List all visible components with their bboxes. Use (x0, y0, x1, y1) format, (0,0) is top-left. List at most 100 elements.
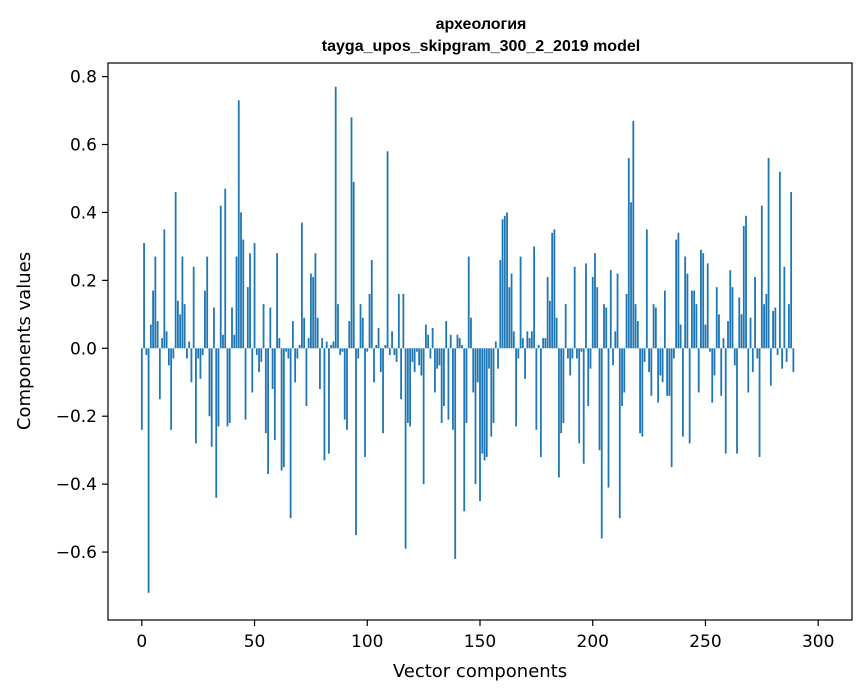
bar (461, 344, 463, 349)
bar (246, 287, 249, 349)
bar (386, 151, 389, 349)
bars-group (140, 86, 795, 593)
bar (632, 120, 635, 349)
bar (242, 239, 245, 349)
bar (778, 171, 781, 349)
bar (618, 348, 621, 519)
chart-title: археология (436, 16, 527, 33)
bar (749, 317, 752, 349)
y-tick-label: −0.4 (56, 475, 97, 495)
bar (634, 304, 637, 349)
bar (695, 304, 698, 349)
bar (321, 338, 324, 349)
bar (562, 348, 565, 424)
bar (350, 117, 353, 349)
bar (158, 348, 161, 400)
bar (551, 232, 554, 349)
bar (600, 348, 603, 539)
bar (431, 327, 434, 349)
bar (434, 348, 436, 393)
bar (607, 348, 610, 488)
bar (519, 256, 522, 349)
bar (377, 327, 380, 349)
bar (654, 307, 657, 349)
bar (571, 348, 574, 359)
bar (359, 304, 362, 349)
x-tick-label: 0 (136, 632, 147, 652)
bar (742, 226, 745, 349)
bar (388, 348, 391, 356)
bar (289, 348, 292, 519)
bar (260, 348, 263, 362)
bar (379, 348, 382, 373)
bar (663, 290, 666, 349)
bar (361, 317, 364, 349)
bar (569, 348, 572, 376)
bar (774, 307, 777, 349)
x-tick-label: 150 (464, 632, 496, 652)
bar (542, 338, 545, 349)
bar (149, 324, 152, 349)
bar (657, 348, 660, 403)
bar (454, 348, 457, 559)
bar (555, 317, 558, 349)
bar (682, 348, 684, 437)
bar (215, 348, 218, 498)
bar (298, 344, 301, 349)
bar (510, 273, 513, 349)
bar (582, 348, 585, 464)
bar (548, 300, 551, 349)
bar (276, 253, 278, 349)
bar (181, 256, 184, 349)
bar (497, 348, 499, 369)
bar (195, 348, 197, 444)
bar (330, 344, 333, 349)
bar (424, 324, 427, 349)
bar (310, 273, 312, 349)
bar (300, 222, 303, 349)
bar (765, 293, 768, 349)
bar (312, 276, 315, 349)
y-tick-label: 0.8 (70, 68, 97, 88)
bar (585, 263, 587, 349)
bar (652, 304, 655, 349)
bar (463, 348, 466, 512)
bar (341, 348, 344, 352)
bar (452, 348, 454, 430)
bar (636, 321, 639, 349)
bar (648, 348, 650, 373)
bar (413, 348, 416, 373)
bar (776, 348, 779, 356)
bar (429, 348, 432, 359)
bar (558, 348, 560, 478)
bar (506, 212, 508, 349)
bar (231, 307, 233, 349)
bar (282, 348, 285, 468)
bar (375, 344, 378, 349)
y-tick-label: 0.4 (70, 203, 97, 223)
bar (713, 348, 716, 376)
bar (609, 270, 612, 349)
bar (546, 276, 549, 349)
bar (512, 331, 515, 349)
bar (616, 273, 619, 349)
bar (291, 321, 294, 349)
bar (553, 229, 556, 349)
bar (738, 297, 741, 349)
bar (747, 348, 750, 393)
bar (319, 348, 321, 390)
bar (706, 263, 709, 349)
bar (533, 246, 536, 349)
bar (140, 348, 143, 430)
bar (445, 321, 448, 349)
y-tick-label: 0.2 (70, 271, 97, 291)
bar (781, 348, 784, 369)
bar (409, 348, 412, 427)
bar (745, 215, 747, 349)
bar (598, 348, 601, 451)
bar (415, 348, 418, 352)
bar (641, 348, 644, 437)
bar (578, 348, 581, 444)
bar (573, 266, 576, 349)
bar (492, 348, 495, 424)
